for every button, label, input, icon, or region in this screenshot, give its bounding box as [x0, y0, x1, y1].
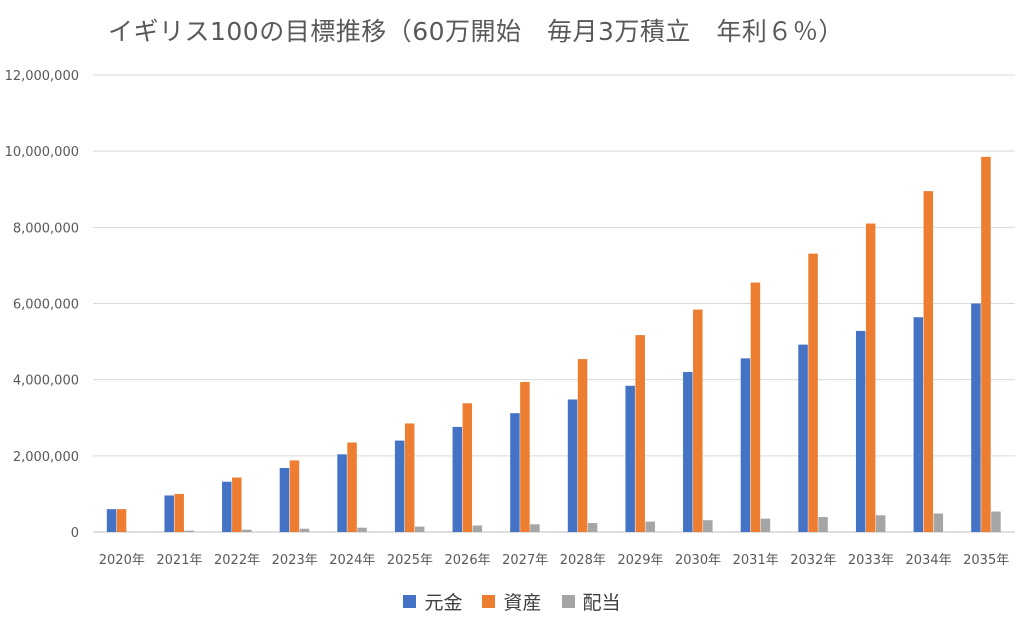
y-tick-label: 8,000,000	[13, 221, 79, 236]
bar-principal	[510, 413, 520, 532]
bar-principal	[913, 317, 924, 532]
bar-dividend	[933, 513, 944, 532]
bar-principal	[337, 454, 347, 532]
bar-principal	[625, 385, 635, 532]
x-tick-label: 2035年	[963, 553, 1009, 568]
bar-principal	[394, 440, 405, 532]
bar-assets	[808, 253, 818, 532]
x-tick-label: 2027年	[502, 553, 548, 568]
legend-item: 資産	[482, 588, 542, 615]
x-axis-tick-labels: 2020年 2021年 2022年 2023年 2024年 2025年 2026年 2027年…	[99, 553, 1009, 568]
legend-item: 元金	[403, 588, 462, 615]
x-tick-label: 2032年	[790, 553, 836, 568]
legend-swatch	[482, 595, 496, 608]
bar-principal	[740, 358, 751, 532]
bar-principal	[971, 303, 981, 532]
x-tick-label: 2024年	[329, 553, 375, 568]
bar-dividend	[299, 528, 310, 532]
bar-assets	[462, 403, 473, 532]
legend-swatch	[561, 595, 575, 608]
x-tick-label: 2030年	[675, 553, 721, 568]
bars	[106, 156, 1001, 533]
bar-assets	[865, 223, 876, 532]
y-tick-label: 4,000,000	[13, 374, 79, 389]
gridlines	[93, 74, 1015, 533]
legend-label: 配当	[582, 592, 621, 614]
y-tick-label: 6,000,000	[13, 298, 79, 313]
bar-assets	[750, 282, 761, 532]
bar-principal	[222, 481, 232, 532]
bar-principal	[683, 372, 693, 532]
x-tick-label: 2022年	[214, 553, 260, 568]
bar-principal	[855, 330, 866, 532]
x-tick-label: 2028年	[560, 553, 606, 568]
bar-assets	[116, 509, 127, 532]
y-tick-label: 12,000,000	[5, 69, 79, 84]
bar-principal	[452, 426, 463, 532]
x-tick-label: 2031年	[733, 553, 779, 568]
bar-assets	[404, 423, 415, 532]
bar-dividend	[875, 515, 886, 532]
bar-dividend	[242, 529, 252, 532]
legend: 元金 資産 配当	[0, 588, 1024, 615]
bar-assets	[923, 191, 934, 532]
legend-swatch	[403, 595, 417, 608]
bar-assets	[347, 442, 357, 532]
x-tick-label: 2021年	[156, 553, 202, 568]
bar-dividend	[357, 527, 367, 532]
bar-dividend	[760, 518, 771, 532]
x-tick-label: 2025年	[387, 553, 433, 568]
x-tick-label: 2026年	[445, 553, 491, 568]
chart-title: イギリス100の目標推移（60万開始 毎月3万積立 年利６％）	[108, 17, 844, 46]
y-tick-label: 2,000,000	[13, 450, 79, 465]
bar-principal	[798, 344, 808, 532]
legend-item: 配当	[561, 588, 621, 615]
x-tick-label: 2033年	[848, 553, 894, 568]
bar-dividend	[472, 525, 483, 532]
bar-assets	[174, 493, 184, 532]
legend-label: 元金	[424, 592, 463, 614]
bar-assets	[232, 477, 242, 532]
x-tick-label: 2020年	[99, 553, 145, 568]
bar-assets	[577, 359, 588, 532]
bar-assets	[635, 335, 645, 532]
y-axis-tick-labels: 0 2,000,000 4,000,000 6,000,000 8,000,000 10,…	[5, 69, 79, 541]
bar-assets	[520, 381, 530, 532]
bar-dividend	[587, 523, 598, 532]
bar-principal	[106, 509, 117, 532]
bar-dividend	[645, 521, 655, 532]
y-tick-label: 0	[71, 526, 79, 541]
bar-dividend	[818, 517, 828, 532]
bar-dividend	[530, 524, 540, 532]
bar-dividend	[991, 511, 1001, 532]
bar-principal	[279, 468, 290, 532]
bar-assets	[289, 460, 300, 532]
bar-dividend	[414, 526, 425, 532]
bar-dividend	[703, 520, 713, 532]
x-tick-label: 2023年	[272, 553, 318, 568]
bar-assets	[981, 156, 991, 533]
bar-dividend	[184, 530, 194, 532]
x-tick-label: 2029年	[617, 553, 663, 568]
bar-assets	[693, 309, 703, 532]
legend-label: 資産	[503, 592, 542, 614]
bar-principal	[164, 495, 174, 532]
bar-principal	[567, 399, 578, 532]
y-tick-label: 10,000,000	[5, 145, 79, 160]
x-tick-label: 2034年	[906, 553, 952, 568]
